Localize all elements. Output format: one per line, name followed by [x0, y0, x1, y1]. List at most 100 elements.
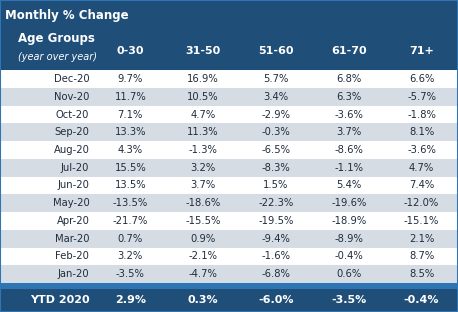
Bar — [0, 177, 458, 194]
Bar — [0, 159, 458, 177]
Text: 4.7%: 4.7% — [409, 163, 434, 173]
Text: May-20: May-20 — [53, 198, 89, 208]
Text: Mar-20: Mar-20 — [55, 234, 89, 244]
Bar — [0, 265, 458, 283]
Text: 8.1%: 8.1% — [409, 127, 434, 137]
Text: -13.5%: -13.5% — [113, 198, 148, 208]
Text: -4.7%: -4.7% — [189, 269, 218, 279]
Text: 13.3%: 13.3% — [114, 127, 146, 137]
Text: -6.8%: -6.8% — [262, 269, 290, 279]
Bar — [0, 0, 458, 70]
Text: 3.2%: 3.2% — [191, 163, 216, 173]
Text: -0.3%: -0.3% — [262, 127, 290, 137]
Text: Aug-20: Aug-20 — [54, 145, 89, 155]
Text: -18.6%: -18.6% — [185, 198, 221, 208]
Text: -15.1%: -15.1% — [404, 216, 439, 226]
Text: -3.5%: -3.5% — [116, 269, 145, 279]
Text: Sep-20: Sep-20 — [55, 127, 89, 137]
Text: 5.4%: 5.4% — [336, 180, 361, 190]
Text: 6.6%: 6.6% — [409, 74, 434, 84]
Bar — [0, 106, 458, 123]
Text: -22.3%: -22.3% — [258, 198, 294, 208]
Text: 13.5%: 13.5% — [114, 180, 146, 190]
Text: (year over year): (year over year) — [18, 52, 97, 62]
Text: -9.4%: -9.4% — [262, 234, 290, 244]
Text: 8.7%: 8.7% — [409, 251, 434, 261]
Text: -1.8%: -1.8% — [407, 110, 436, 119]
Text: 1.5%: 1.5% — [263, 180, 289, 190]
Text: Monthly % Change: Monthly % Change — [5, 9, 128, 22]
Text: 10.5%: 10.5% — [187, 92, 219, 102]
Text: -12.0%: -12.0% — [404, 198, 439, 208]
Text: -2.9%: -2.9% — [262, 110, 290, 119]
Text: 0.9%: 0.9% — [191, 234, 216, 244]
Text: 6.8%: 6.8% — [336, 74, 361, 84]
Bar — [0, 124, 458, 141]
Bar — [0, 194, 458, 212]
Text: -1.3%: -1.3% — [189, 145, 218, 155]
Text: 2.1%: 2.1% — [409, 234, 434, 244]
Text: -3.6%: -3.6% — [334, 110, 363, 119]
Text: -0.4%: -0.4% — [404, 295, 439, 305]
Text: 31-50: 31-50 — [185, 46, 221, 56]
Text: -21.7%: -21.7% — [113, 216, 148, 226]
Bar — [0, 70, 458, 88]
Text: 3.4%: 3.4% — [263, 92, 289, 102]
Text: 61-70: 61-70 — [331, 46, 366, 56]
Text: 15.5%: 15.5% — [114, 163, 146, 173]
Text: -3.6%: -3.6% — [407, 145, 436, 155]
Text: 8.5%: 8.5% — [409, 269, 434, 279]
Text: -0.4%: -0.4% — [334, 251, 363, 261]
Text: 7.4%: 7.4% — [409, 180, 434, 190]
Text: 0.6%: 0.6% — [336, 269, 361, 279]
Text: -8.6%: -8.6% — [334, 145, 363, 155]
Text: -6.0%: -6.0% — [258, 295, 294, 305]
Text: 4.7%: 4.7% — [191, 110, 216, 119]
Text: Jan-20: Jan-20 — [58, 269, 89, 279]
Text: -19.5%: -19.5% — [258, 216, 294, 226]
Text: -8.9%: -8.9% — [334, 234, 363, 244]
Text: 0-30: 0-30 — [116, 46, 144, 56]
Text: Oct-20: Oct-20 — [56, 110, 89, 119]
Text: -5.7%: -5.7% — [407, 92, 436, 102]
Text: Dec-20: Dec-20 — [54, 74, 89, 84]
Text: -15.5%: -15.5% — [185, 216, 221, 226]
Text: 3.7%: 3.7% — [336, 127, 361, 137]
Text: -2.1%: -2.1% — [189, 251, 218, 261]
Text: 11.3%: 11.3% — [187, 127, 219, 137]
Text: 71+: 71+ — [409, 46, 434, 56]
Text: 6.3%: 6.3% — [336, 92, 361, 102]
Text: Jun-20: Jun-20 — [57, 180, 89, 190]
Text: 11.7%: 11.7% — [114, 92, 146, 102]
Text: Nov-20: Nov-20 — [54, 92, 89, 102]
Text: YTD 2020: YTD 2020 — [30, 295, 89, 305]
Text: 16.9%: 16.9% — [187, 74, 219, 84]
Bar — [0, 141, 458, 159]
Text: 3.2%: 3.2% — [118, 251, 143, 261]
Bar — [0, 283, 458, 289]
Text: -6.5%: -6.5% — [262, 145, 290, 155]
Text: 7.1%: 7.1% — [118, 110, 143, 119]
Text: Feb-20: Feb-20 — [55, 251, 89, 261]
Bar — [0, 88, 458, 106]
Text: Apr-20: Apr-20 — [56, 216, 89, 226]
Bar — [0, 212, 458, 230]
Text: 0.3%: 0.3% — [188, 295, 218, 305]
Text: Age Groups: Age Groups — [18, 32, 95, 45]
Text: 4.3%: 4.3% — [118, 145, 143, 155]
Text: 3.7%: 3.7% — [191, 180, 216, 190]
Text: -8.3%: -8.3% — [262, 163, 290, 173]
Text: 9.7%: 9.7% — [118, 74, 143, 84]
Text: -3.5%: -3.5% — [331, 295, 366, 305]
Text: -19.6%: -19.6% — [331, 198, 366, 208]
Bar — [0, 247, 458, 265]
Text: -1.6%: -1.6% — [262, 251, 290, 261]
Bar — [0, 230, 458, 247]
Text: -18.9%: -18.9% — [331, 216, 366, 226]
Text: Jul-20: Jul-20 — [61, 163, 89, 173]
Text: -1.1%: -1.1% — [334, 163, 363, 173]
Text: 51-60: 51-60 — [258, 46, 294, 56]
Text: 5.7%: 5.7% — [263, 74, 289, 84]
Text: 0.7%: 0.7% — [118, 234, 143, 244]
Text: 2.9%: 2.9% — [115, 295, 146, 305]
